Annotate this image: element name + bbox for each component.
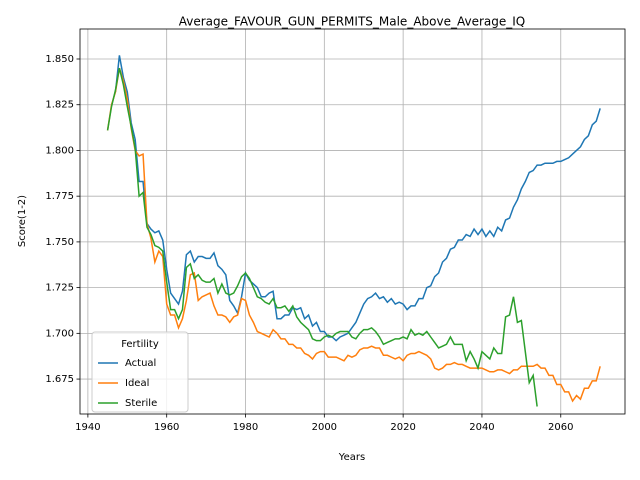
y-axis-label: Score(1-2) [17, 195, 28, 247]
legend-label: Actual [125, 358, 156, 369]
chart-title: Average_FAVOUR_GUN_PERMITS_Male_Above_Av… [179, 15, 525, 29]
legend: Fertility Actual Ideal Sterile [91, 331, 189, 413]
x-tick-label: 2060 [548, 422, 573, 433]
legend-box [91, 331, 189, 413]
y-tick-label: 1.725 [45, 283, 74, 294]
x-tick-label: 1980 [233, 422, 258, 433]
x-axis-label: Years [338, 452, 365, 463]
y-tick-label: 1.825 [45, 100, 74, 111]
y-tick-label: 1.850 [45, 54, 74, 65]
x-tick-label: 2040 [469, 422, 494, 433]
y-tick-label: 1.700 [45, 328, 74, 339]
plot-frame [79, 28, 626, 415]
x-tick-label: 2000 [312, 422, 337, 433]
y-tick-label: 1.775 [45, 191, 74, 202]
legend-label: Ideal [125, 378, 149, 389]
x-tick-label: 1940 [75, 422, 100, 433]
y-tick-label: 1.800 [45, 145, 74, 156]
series-line [114, 55, 601, 342]
legend-label: Sterile [125, 398, 157, 409]
x-tick-label: 2020 [390, 422, 415, 433]
legend-title: Fertility [121, 339, 159, 350]
x-tick-label: 1960 [154, 422, 179, 433]
series-line [106, 67, 538, 407]
series-line [106, 67, 601, 403]
y-tick-label: 1.675 [45, 374, 74, 385]
y-tick-label: 1.750 [45, 237, 74, 248]
